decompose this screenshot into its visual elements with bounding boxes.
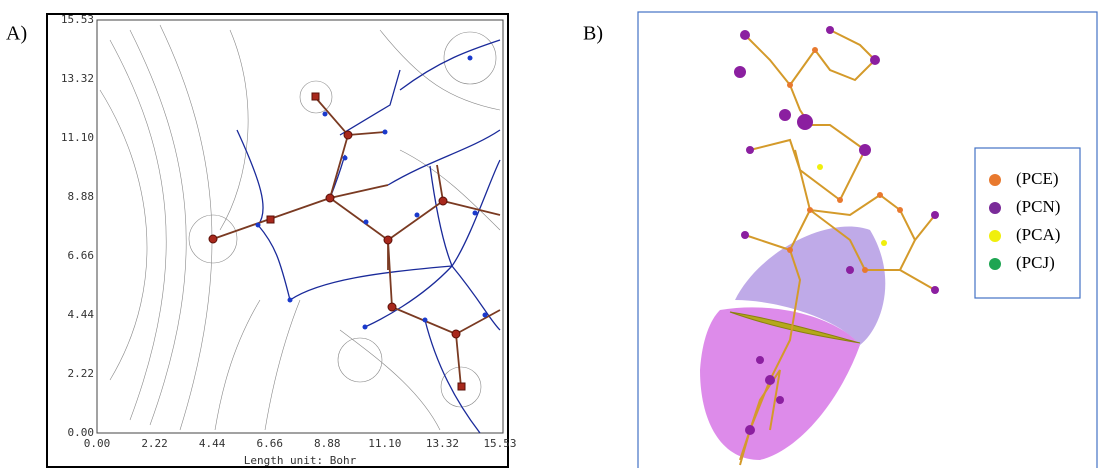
y-tick-label: 2.22 <box>68 367 95 380</box>
y-tick-label: 4.44 <box>68 308 95 321</box>
y-tick-label: 8.88 <box>68 190 95 203</box>
figure: A) 0.002.224.446.668.8811.1013.3215.530.… <box>0 0 1099 468</box>
y-tick-label: 15.53 <box>61 13 94 26</box>
page: {"panel_a": {"label": "A)", "yticks": ["… <box>0 0 1099 468</box>
x-tick-label: 11.10 <box>368 437 401 450</box>
x-tick-label: 0.00 <box>84 437 111 450</box>
y-tick-label: 13.32 <box>61 72 94 85</box>
panel-label: A) <box>6 23 27 45</box>
critical-point <box>817 164 823 170</box>
critical-point <box>881 240 887 246</box>
y-tick-label: 11.10 <box>61 131 94 144</box>
legend-marker <box>989 202 1001 214</box>
x-tick-label: 4.44 <box>199 437 226 450</box>
x-tick-label: 2.22 <box>141 437 168 450</box>
x-tick-label: 6.66 <box>256 437 283 450</box>
x-axis-label: Length unit: Bohr <box>244 454 357 467</box>
x-tick-label: 13.32 <box>426 437 459 450</box>
legend-marker <box>989 258 1001 270</box>
legend-label: (PCE) <box>1016 169 1059 188</box>
legend-marker <box>989 230 1001 242</box>
x-tick-label: 8.88 <box>314 437 341 450</box>
legend-label: (PCJ) <box>1016 253 1055 272</box>
y-tick-label: 6.66 <box>68 249 95 262</box>
legend-marker <box>989 174 1001 186</box>
legend-label: (PCA) <box>1016 225 1060 244</box>
isosurface <box>700 307 860 460</box>
x-tick-label: 15.53 <box>483 437 516 450</box>
legend-label: (PCN) <box>1016 197 1060 216</box>
panel-label: B) <box>583 23 603 45</box>
